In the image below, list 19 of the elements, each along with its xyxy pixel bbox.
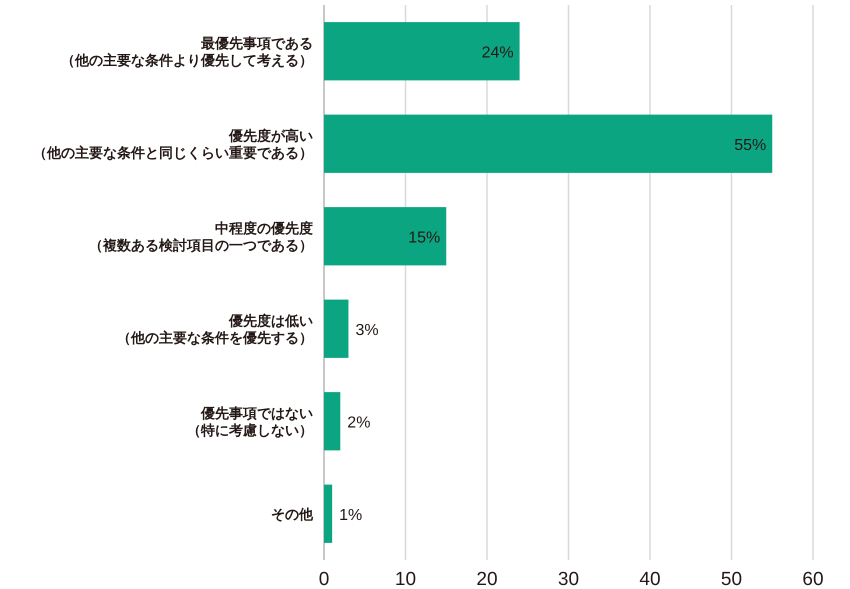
x-tick-label: 40 bbox=[639, 569, 661, 589]
y-tick-label: 優先事項ではない（特に考慮しない） bbox=[187, 404, 313, 438]
x-tick-label: 10 bbox=[394, 569, 416, 589]
y-tick-label: 中程度の優先度（複数ある検討項目の一つである） bbox=[89, 220, 313, 253]
x-tick-label: 30 bbox=[558, 569, 580, 589]
y-tick-label: 優先度は低い（他の主要な条件を優先する） bbox=[117, 312, 313, 346]
x-tick-label: 0 bbox=[318, 569, 330, 589]
data-label: 24% bbox=[482, 44, 514, 62]
y-tick-label: 優先度が高い（他の主要な条件と同じくらい重要である） bbox=[33, 127, 313, 160]
x-tick-label: 50 bbox=[720, 569, 742, 589]
x-tick-label: 20 bbox=[476, 569, 498, 589]
y-tick-label: 最優先事項である（他の主要な条件より優先して考える） bbox=[61, 34, 313, 68]
data-label: 55% bbox=[734, 136, 766, 154]
y-tick-label: その他 bbox=[271, 506, 314, 522]
data-label: 15% bbox=[408, 229, 440, 246]
data-label: 3% bbox=[355, 322, 379, 339]
x-tick-label: 60 bbox=[802, 569, 824, 589]
data-label: 1% bbox=[339, 506, 362, 524]
data-label: 2% bbox=[347, 414, 370, 432]
